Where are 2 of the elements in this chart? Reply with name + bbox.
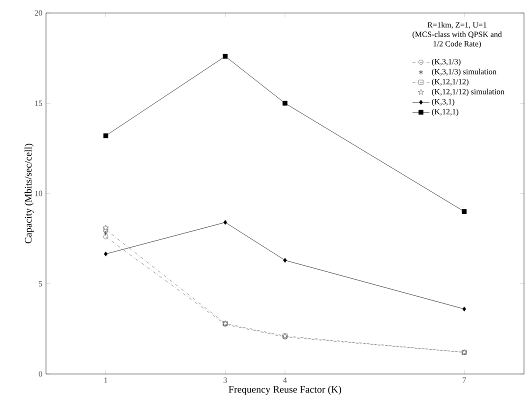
x-axis-title: Frequency Reuse Factor (K) [228,386,342,395]
y-axis-title: Capacity (Mbits/sec/cell) [24,144,34,244]
